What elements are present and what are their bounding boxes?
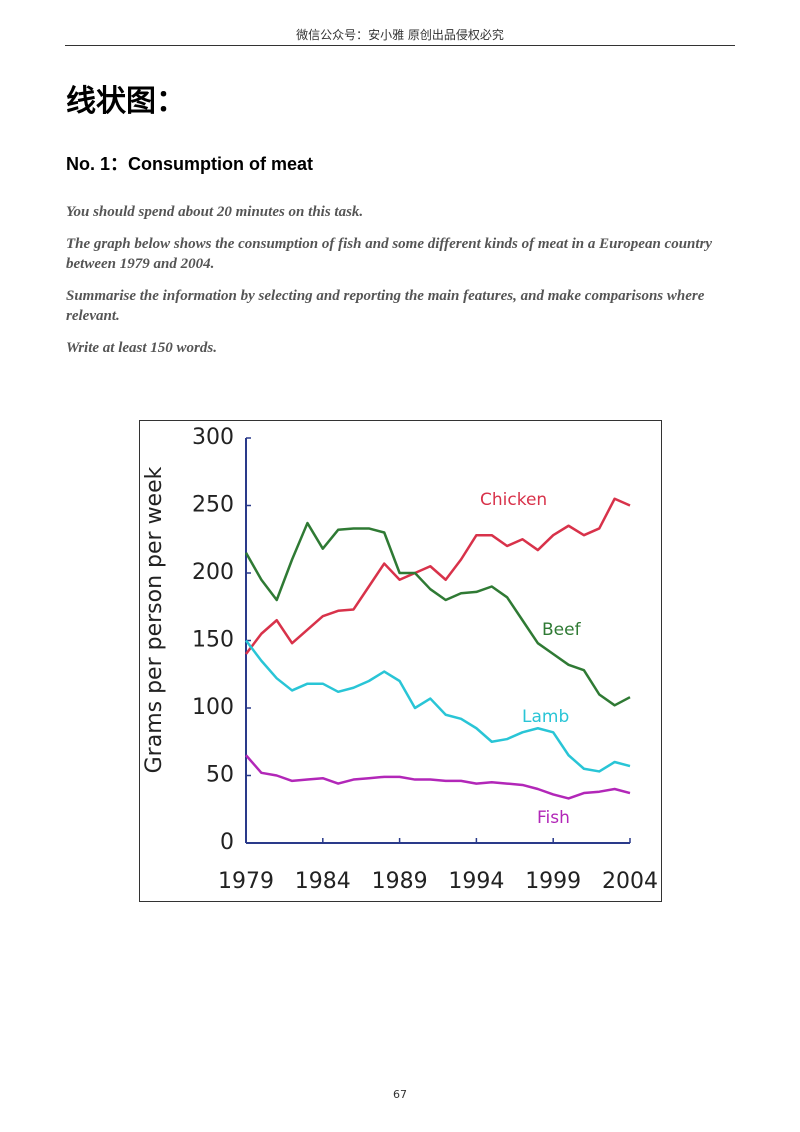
y-tick-label: 200 (192, 560, 234, 585)
series-line (245, 754, 631, 800)
instruction: Write at least 150 words. (66, 340, 217, 356)
x-tick-label: 1979 (218, 869, 274, 894)
x-tick-label: 1994 (448, 869, 504, 894)
y-tick-label: 100 (192, 695, 234, 720)
chart: Grams per person per week 0 50 100 150 200 25… (139, 420, 662, 902)
x-tick-label: 1999 (525, 869, 581, 894)
instruction: The graph below shows the consumption of… (66, 236, 713, 272)
y-tick-label: 50 (206, 763, 234, 788)
task-title: No. 1：Consumption of meat (66, 154, 313, 174)
x-tick-label: 1989 (372, 869, 428, 894)
page-number: 67 (393, 1088, 407, 1101)
y-tick-label: 300 (192, 425, 234, 450)
page-header: 微信公众号：安小雅 原创出品侵权必究 (296, 28, 504, 42)
x-tick-label: 1984 (295, 869, 351, 894)
y-tick-label: 150 (192, 628, 234, 653)
header-rule (65, 45, 735, 46)
heading: 线状图： (66, 84, 186, 119)
series-line (245, 497, 631, 655)
instruction: Summarise the information by selecting a… (66, 288, 705, 324)
series-label: Chicken (480, 490, 547, 510)
y-tick-label: 250 (192, 493, 234, 518)
y-axis-label: Grams per person per week (142, 466, 167, 773)
series-line (245, 639, 631, 773)
series-label: Beef (542, 620, 582, 640)
instruction: You should spend about 20 minutes on thi… (66, 204, 364, 220)
series-line (244, 521, 631, 707)
x-tick-label: 2004 (602, 869, 658, 894)
y-tick-label: 0 (220, 830, 234, 855)
series-label: Fish (537, 808, 570, 828)
chart-frame (139, 420, 662, 902)
series-label: Lamb (522, 707, 569, 727)
